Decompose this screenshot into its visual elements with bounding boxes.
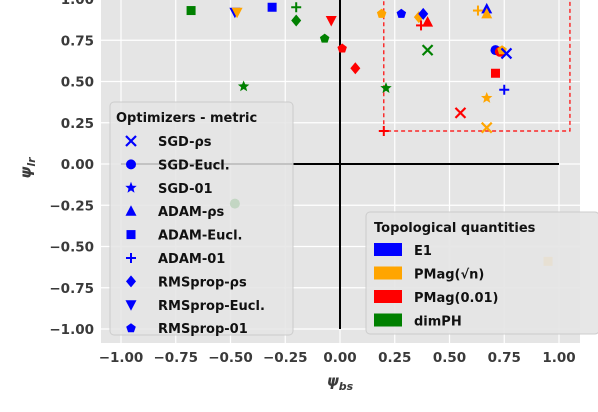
x-tick-label: −0.25 (263, 350, 308, 366)
y-tick-label: 1.00 (61, 0, 94, 8)
optimizer-legend-box (109, 101, 294, 336)
data-point (291, 14, 302, 27)
legend-marker (126, 159, 136, 170)
x-tick-label: 1.00 (542, 350, 575, 366)
legend-marker (125, 300, 137, 311)
legend-label: ADAM-ρs (158, 205, 225, 220)
y-tick-labels: 1.00 0.75 0.50 0.25 0.00 −0.25 −0.50 −0.75 −1.00 (49, 0, 94, 338)
highlight-box (383, 0, 571, 132)
legend-marker (126, 253, 136, 263)
data-point (380, 82, 392, 93)
data-point (499, 84, 510, 95)
legend-marker (125, 181, 137, 193)
legend-marker (126, 230, 136, 240)
y-tick-label: −0.50 (49, 240, 94, 256)
y-tick-label: −0.25 (49, 198, 94, 214)
legend-label: PMag(√n) (414, 268, 484, 283)
legend-label: ADAM-01 (158, 252, 225, 267)
x-tick-label: 0.50 (433, 350, 466, 366)
quantity-legend: Topological quantities E1 PMag(√n) PMag(0.… (365, 211, 598, 335)
data-point (500, 47, 513, 60)
x-tick-label: 0.75 (488, 350, 521, 366)
data-point (490, 68, 500, 78)
y-tick-label: 0.50 (61, 75, 94, 91)
data-point (325, 15, 337, 27)
x-tick-label: −0.75 (153, 350, 198, 366)
x-tick-label: 0.25 (378, 350, 411, 366)
legend-swatch (374, 243, 402, 256)
data-point (454, 107, 467, 119)
y-tick-label: −0.75 (49, 281, 94, 297)
data-point (376, 8, 387, 18)
data-point (319, 33, 330, 43)
x-tick-label: −1.00 (99, 350, 144, 366)
legend-marker (126, 323, 136, 333)
optimizer-legend-title: Optimizers - metric (116, 111, 257, 126)
y-tick-label: 0.25 (61, 116, 94, 132)
legend-label: RMSprop-01 (158, 322, 248, 337)
data-point (421, 44, 434, 56)
data-point (186, 6, 196, 16)
legend-label: RMSprop-Eucl. (158, 299, 265, 314)
legend-marker (126, 275, 136, 288)
legend-label: E1 (414, 244, 432, 259)
legend-marker (125, 135, 137, 147)
data-point (350, 62, 361, 75)
data-point (396, 8, 407, 18)
x-tick-labels: −1.00 −0.75 −0.50 −0.25 0.00 0.25 0.50 0.75 1.00 (99, 350, 576, 366)
data-point (472, 5, 483, 16)
y-tick-label: 0.75 (61, 33, 94, 49)
legend-label: SGD-01 (158, 182, 213, 197)
data-point (267, 2, 277, 12)
y-tick-label: 0.00 (61, 157, 94, 173)
data-point (418, 7, 429, 20)
data-point (337, 43, 347, 53)
legend-label: RMSprop-ρs (158, 275, 247, 290)
data-point (378, 126, 389, 136)
data-point (480, 121, 493, 134)
x-tick-label: −0.50 (208, 350, 253, 366)
x-axis-label: ψbs (327, 372, 354, 393)
legend-label: SGD-ρs (158, 135, 212, 150)
legend-label: PMag(0.01) (414, 291, 499, 306)
quantity-legend-title: Topological quantities (374, 221, 536, 236)
legend-swatch (374, 313, 402, 327)
data-point (481, 7, 493, 19)
y-tick-label: −1.00 (49, 322, 94, 338)
x-tick-label: 0.00 (323, 350, 356, 366)
optimizer-legend: Optimizers - metric SGD-ρs SGD-Eucl. SGD-0… (109, 101, 294, 337)
legend-swatch (374, 266, 402, 280)
legend-label: SGD-Eucl. (158, 158, 230, 173)
data-points (186, 2, 553, 266)
data-point (291, 2, 302, 13)
legend-marker (125, 205, 137, 216)
legend-label: ADAM-Eucl. (158, 229, 242, 244)
data-point (422, 16, 434, 27)
y-axis-label: ψlr (17, 157, 38, 179)
data-point (481, 92, 493, 103)
legend-label: dimPH (414, 315, 462, 330)
data-point (231, 7, 243, 19)
legend-swatch (374, 290, 402, 303)
quantity-legend-box (365, 211, 598, 335)
data-point (237, 80, 250, 92)
